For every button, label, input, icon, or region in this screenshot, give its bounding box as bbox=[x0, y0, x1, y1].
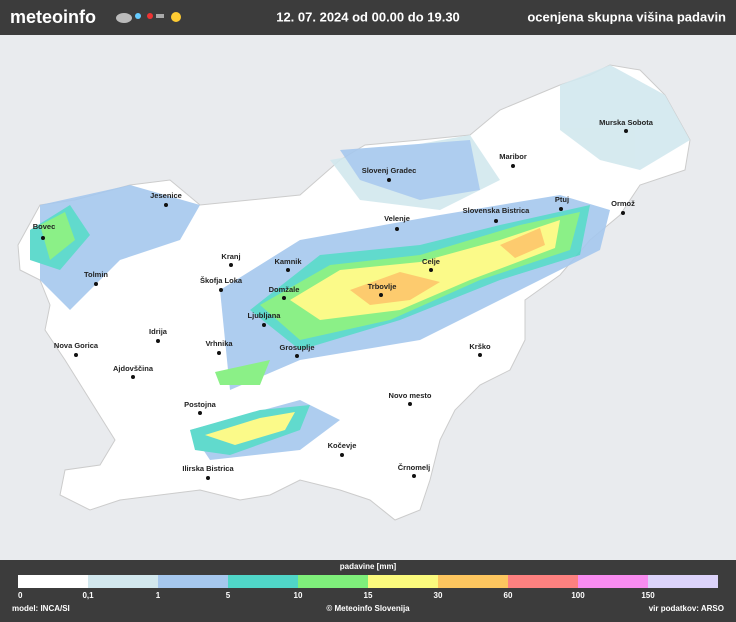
legend-swatch bbox=[158, 575, 228, 588]
legend-tick-label: 60 bbox=[504, 591, 513, 600]
city-label: Maribor bbox=[499, 152, 527, 161]
legend-tick-label: 15 bbox=[364, 591, 373, 600]
footer-source: vir podatkov: ARSO bbox=[649, 604, 724, 613]
legend-swatch bbox=[648, 575, 718, 588]
city-label: Domžale bbox=[269, 285, 300, 294]
city-dot bbox=[94, 282, 98, 286]
legend-swatch bbox=[298, 575, 368, 588]
legend-tick-label: 30 bbox=[434, 591, 443, 600]
cities: Murska Sobota Maribor Slovenj Gradec Jeseni… bbox=[33, 118, 654, 480]
legend-swatch bbox=[228, 575, 298, 588]
city-label: Ptuj bbox=[555, 195, 569, 204]
city-dot bbox=[156, 339, 160, 343]
city-dot bbox=[621, 211, 625, 215]
precipitation bbox=[30, 65, 690, 460]
legend-title: padavine [mm] bbox=[340, 562, 397, 571]
city-dot bbox=[624, 129, 628, 133]
city-dot bbox=[387, 178, 391, 182]
city-dot bbox=[295, 354, 299, 358]
map-title: ocenjena skupna višina padavin bbox=[527, 9, 726, 24]
city-dot bbox=[198, 411, 202, 415]
city-label: Slovenska Bistrica bbox=[463, 206, 531, 215]
legend-swatch bbox=[438, 575, 508, 588]
legend-swatch bbox=[88, 575, 158, 588]
city-label: Jesenice bbox=[150, 191, 182, 200]
city-dot bbox=[206, 476, 210, 480]
brand-icons bbox=[116, 12, 181, 23]
city-label: Slovenj Gradec bbox=[362, 166, 417, 175]
city-dot bbox=[429, 268, 433, 272]
city-dot bbox=[229, 263, 233, 267]
legend-tick-label: 1 bbox=[156, 591, 161, 600]
city-label: Bovec bbox=[33, 222, 56, 231]
city-dot bbox=[412, 474, 416, 478]
legend-tick-label: 0 bbox=[18, 591, 23, 600]
legend: 0 0,1 1 5 10 15 30 60 100 150 bbox=[18, 575, 718, 600]
city-label: Ilirska Bistrica bbox=[182, 464, 234, 473]
city-dot bbox=[164, 203, 168, 207]
city-label: Kočevje bbox=[328, 441, 357, 450]
legend-swatch bbox=[578, 575, 648, 588]
legend-tick-label: 10 bbox=[294, 591, 303, 600]
city-label: Vrhnika bbox=[205, 339, 233, 348]
city-label: Celje bbox=[422, 257, 440, 266]
footer-copyright: © Meteoinfo Slovenija bbox=[326, 604, 410, 613]
city-dot bbox=[478, 353, 482, 357]
legend-swatch bbox=[508, 575, 578, 588]
legend-tick-label: 5 bbox=[226, 591, 231, 600]
city-dot bbox=[340, 453, 344, 457]
city-label: Velenje bbox=[384, 214, 410, 223]
city-dot bbox=[395, 227, 399, 231]
city-label: Novo mesto bbox=[389, 391, 432, 400]
city-dot bbox=[41, 236, 45, 240]
city-label: Škofja Loka bbox=[200, 276, 243, 285]
city-dot bbox=[408, 402, 412, 406]
city-label: Trbovlje bbox=[368, 282, 397, 291]
legend-tick-label: 150 bbox=[641, 591, 655, 600]
city-label: Črnomelj bbox=[398, 463, 431, 472]
legend-swatch bbox=[18, 575, 88, 588]
city-dot bbox=[262, 323, 266, 327]
city-dot bbox=[219, 288, 223, 292]
city-label: Ajdovščina bbox=[113, 364, 154, 373]
city-label: Kamnik bbox=[274, 257, 302, 266]
date: 12. 07. 2024 od 00.00 do 19.30 bbox=[276, 9, 460, 24]
city-label: Idrija bbox=[149, 327, 168, 336]
city-dot bbox=[559, 207, 563, 211]
city-dot bbox=[494, 219, 498, 223]
city-dot bbox=[217, 351, 221, 355]
city-label: Murska Sobota bbox=[599, 118, 654, 127]
city-label: Ormož bbox=[611, 199, 635, 208]
city-label: Kranj bbox=[221, 252, 240, 261]
city-dot bbox=[282, 296, 286, 300]
city-dot bbox=[286, 268, 290, 272]
city-dot bbox=[131, 375, 135, 379]
city-dot bbox=[379, 293, 383, 297]
city-label: Postojna bbox=[184, 400, 216, 409]
city-label: Tolmin bbox=[84, 270, 108, 279]
legend-tick-label: 0,1 bbox=[82, 591, 94, 600]
brand: meteoinfo bbox=[10, 7, 96, 27]
city-label: Grosuplje bbox=[279, 343, 314, 352]
city-label: Krško bbox=[469, 342, 491, 351]
city-label: Ljubljana bbox=[248, 311, 282, 320]
city-dot bbox=[511, 164, 515, 168]
footer-model: model: INCA/SI bbox=[12, 604, 70, 613]
city-dot bbox=[74, 353, 78, 357]
city-label: Nova Gorica bbox=[54, 341, 99, 350]
legend-tick-label: 100 bbox=[571, 591, 585, 600]
legend-swatch bbox=[368, 575, 438, 588]
